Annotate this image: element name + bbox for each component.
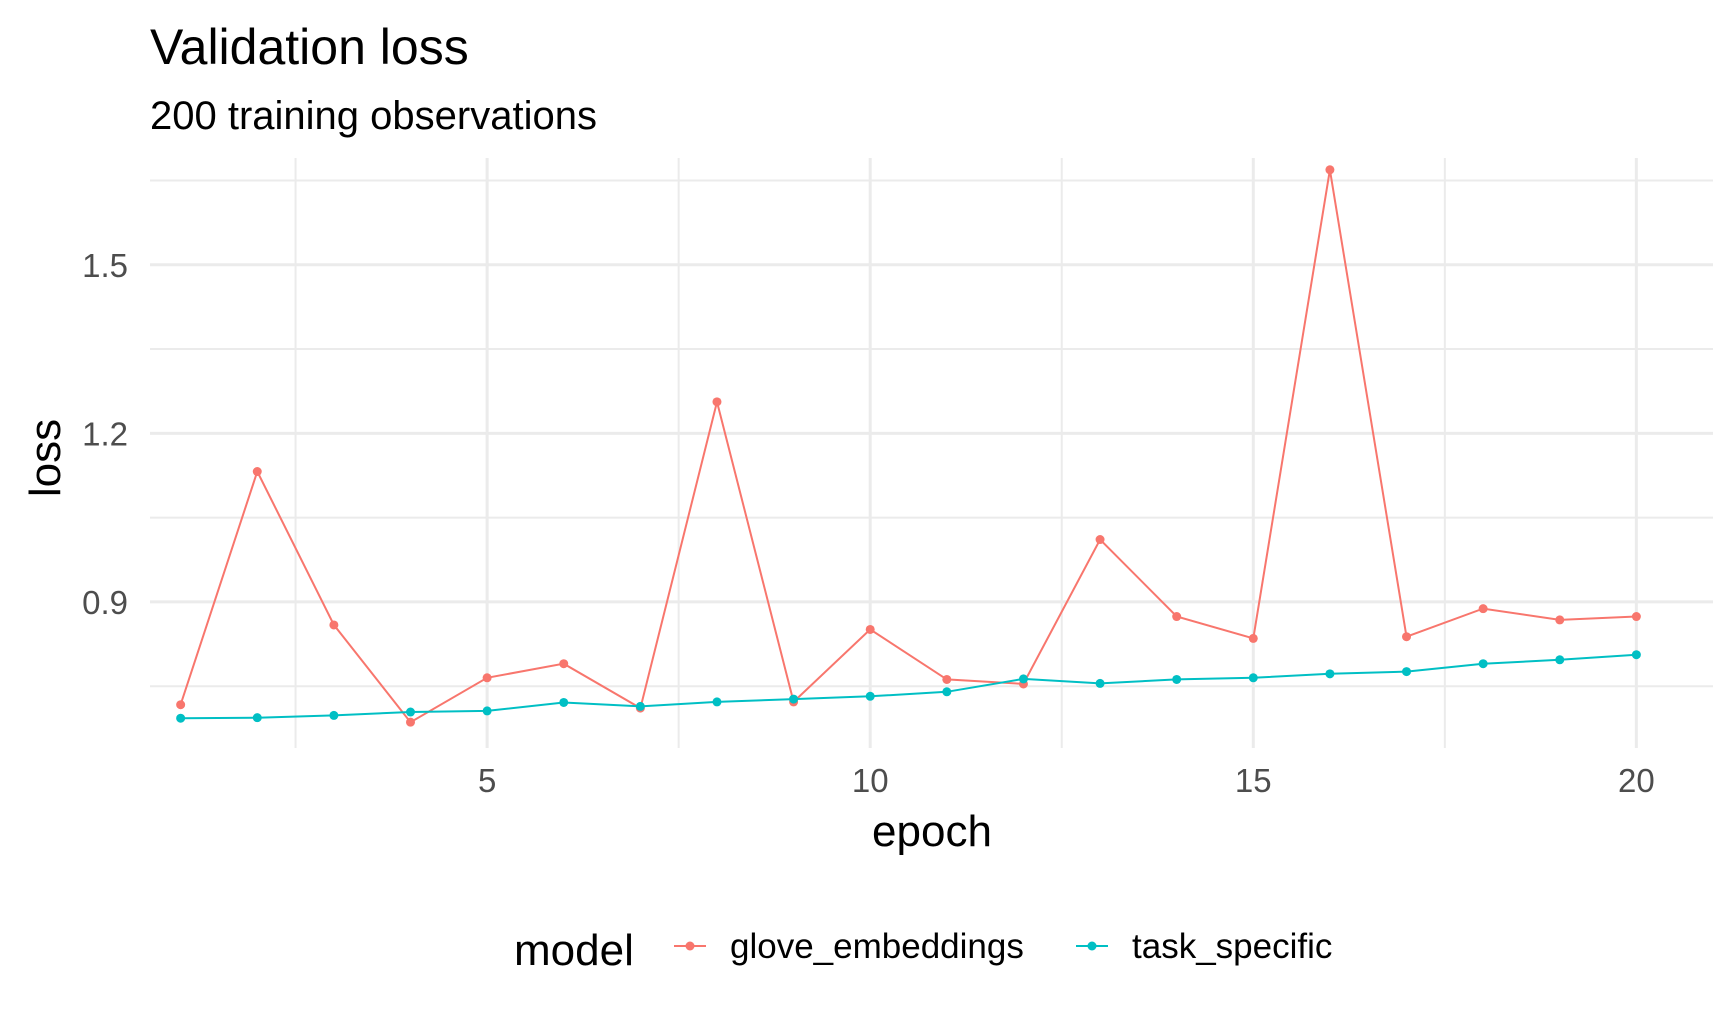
series-line-task-specific bbox=[180, 653, 1637, 720]
chart-title: Validation loss bbox=[150, 19, 469, 75]
y-tick-label: 1.5 bbox=[82, 247, 128, 284]
x-tick-label: 10 bbox=[852, 762, 889, 799]
data-point-task-specific bbox=[406, 707, 415, 717]
data-point-task-specific bbox=[176, 713, 186, 723]
data-point-glove-embeddings bbox=[1555, 615, 1565, 625]
legend-title: model bbox=[514, 926, 634, 975]
data-point-task-specific bbox=[1172, 674, 1182, 684]
data-point-glove-embeddings bbox=[1631, 612, 1641, 622]
data-point-task-specific bbox=[865, 691, 875, 701]
data-point-glove-embeddings bbox=[712, 397, 722, 407]
legend-key-point bbox=[1087, 941, 1097, 951]
series-layer bbox=[176, 165, 1641, 727]
chart-subtitle: 200 training observations bbox=[150, 94, 597, 138]
data-point-glove-embeddings bbox=[1325, 165, 1335, 175]
data-point-task-specific bbox=[482, 706, 492, 716]
data-point-task-specific bbox=[712, 697, 722, 707]
data-point-glove-embeddings bbox=[1172, 612, 1182, 622]
data-point-task-specific bbox=[1095, 678, 1105, 688]
data-point-task-specific bbox=[942, 687, 952, 697]
data-point-task-specific bbox=[1018, 674, 1028, 684]
grid bbox=[150, 158, 1713, 748]
legend-item-task-specific: task_specific bbox=[1076, 927, 1332, 966]
data-point-task-specific bbox=[1631, 650, 1641, 660]
x-axis-title: epoch bbox=[872, 807, 992, 856]
data-point-glove-embeddings bbox=[252, 467, 262, 477]
data-point-glove-embeddings bbox=[176, 700, 186, 710]
data-point-glove-embeddings bbox=[1478, 604, 1488, 614]
legend-key-point bbox=[685, 941, 695, 951]
legend-item-glove-embeddings: glove_embeddings bbox=[674, 927, 1024, 966]
y-tick-label: 1.2 bbox=[82, 415, 128, 452]
data-point-glove-embeddings bbox=[482, 673, 492, 683]
data-point-glove-embeddings bbox=[559, 659, 569, 669]
data-point-task-specific bbox=[1248, 673, 1258, 683]
legend: model glove_embeddings task_specific bbox=[514, 926, 1332, 975]
data-point-glove-embeddings bbox=[1402, 632, 1412, 642]
data-point-task-specific bbox=[789, 694, 799, 704]
series-line-glove-embeddings bbox=[179, 169, 1637, 724]
data-point-task-specific bbox=[635, 701, 645, 711]
data-point-task-specific bbox=[1478, 659, 1488, 669]
y-axis-title: loss bbox=[21, 419, 70, 497]
data-point-glove-embeddings bbox=[865, 624, 875, 634]
data-point-glove-embeddings bbox=[406, 717, 415, 727]
data-point-task-specific bbox=[1402, 667, 1412, 677]
data-point-task-specific bbox=[1555, 655, 1565, 665]
data-point-glove-embeddings bbox=[329, 620, 339, 630]
data-point-task-specific bbox=[559, 697, 569, 707]
legend-items: glove_embeddings task_specific bbox=[674, 927, 1332, 966]
series-glove-embeddings bbox=[176, 165, 1641, 727]
axes: 0.9 1.2 1.5 5 10 15 20 bbox=[82, 247, 1655, 799]
x-tick-label: 5 bbox=[478, 762, 496, 799]
data-point-glove-embeddings bbox=[1248, 633, 1258, 643]
series-task-specific bbox=[176, 650, 1641, 723]
y-tick-label: 0.9 bbox=[82, 584, 128, 621]
x-tick-label: 15 bbox=[1235, 762, 1272, 799]
legend-label: glove_embeddings bbox=[730, 927, 1024, 966]
data-point-task-specific bbox=[1325, 669, 1335, 679]
x-tick-label: 20 bbox=[1618, 762, 1655, 799]
data-point-glove-embeddings bbox=[1095, 535, 1105, 545]
data-point-task-specific bbox=[329, 710, 339, 720]
legend-label: task_specific bbox=[1132, 927, 1332, 966]
data-point-glove-embeddings bbox=[942, 674, 952, 684]
data-point-task-specific bbox=[252, 713, 262, 723]
